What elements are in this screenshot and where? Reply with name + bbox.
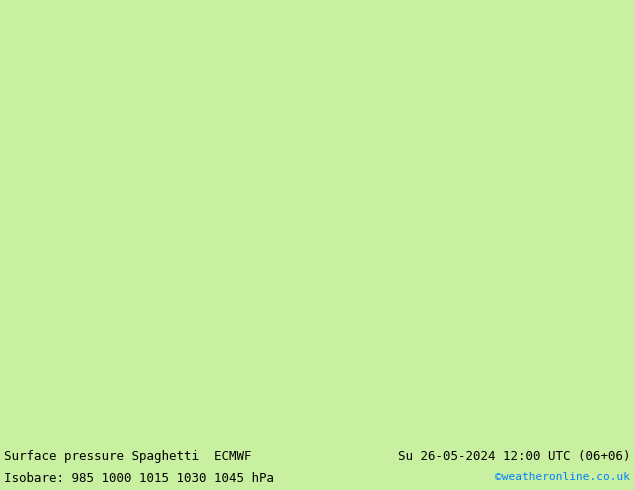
- Text: Surface pressure Spaghetti  ECMWF: Surface pressure Spaghetti ECMWF: [4, 450, 252, 463]
- Text: Isobare: 985 1000 1015 1030 1045 hPa: Isobare: 985 1000 1015 1030 1045 hPa: [4, 472, 274, 485]
- Text: ©weatheronline.co.uk: ©weatheronline.co.uk: [495, 472, 630, 482]
- Text: Su 26-05-2024 12:00 UTC (06+06): Su 26-05-2024 12:00 UTC (06+06): [398, 450, 630, 463]
